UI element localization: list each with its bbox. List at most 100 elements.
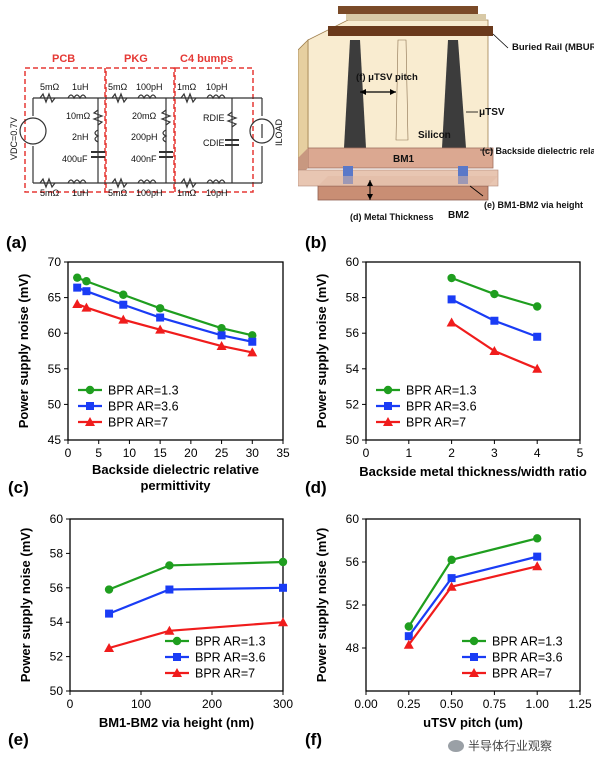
series-2	[72, 299, 258, 357]
c4-l-top: 10pH	[206, 82, 228, 92]
x-tick-label: 5	[95, 446, 102, 460]
data-point	[447, 555, 456, 565]
data-point	[73, 273, 82, 282]
x-axis-label: BM1-BM2 via height (nm)	[99, 715, 254, 730]
panel-a-label: (a)	[6, 233, 27, 252]
data-point	[104, 585, 114, 594]
y-tick-label: 56	[50, 581, 64, 595]
data-point	[490, 289, 499, 299]
pcb-section-label: PCB	[52, 53, 75, 65]
pkg-l-shunt: 200pH	[131, 132, 158, 142]
legend-marker	[384, 402, 392, 410]
data-point	[216, 341, 227, 351]
c4-r-top: 1mΩ	[177, 82, 197, 92]
legend-label: BPR AR=3.6	[108, 400, 179, 414]
c4-r-bot: 1mΩ	[177, 188, 197, 198]
data-point	[278, 617, 288, 627]
series-2	[446, 317, 543, 373]
pcb-l-bot: 1uH	[72, 188, 89, 198]
cdie-label: CDIE	[203, 138, 225, 148]
data-point	[533, 332, 542, 341]
y-tick-label: 50	[50, 684, 64, 698]
series-1	[73, 283, 257, 346]
legend-marker	[469, 636, 479, 646]
data-point	[533, 534, 542, 543]
x-tick-label: 0.75	[483, 697, 507, 711]
data-point	[533, 552, 542, 561]
panel-a-circuit-diagram: PCB PKG C4 bumps 5mΩ 1uH 10mΩ 2nH 400uF …	[9, 53, 284, 198]
data-point	[447, 574, 456, 583]
x-tick-label: 0	[67, 697, 74, 711]
pkg-c-shunt: 400nF	[131, 154, 157, 164]
pcb-r-top: 5mΩ	[40, 82, 60, 92]
chart-panel-0: 0 5 10 15 20 25 30 35 45 50 55 60 65 70 Power supply n…	[16, 255, 290, 493]
data-point	[247, 347, 258, 357]
y-tick-label: 58	[50, 546, 64, 560]
watermark-text: 半导体行业观察	[468, 739, 553, 753]
panel-label: (e)	[8, 730, 29, 749]
plot-frame	[365, 261, 581, 441]
pcb-r-shunt: 10mΩ	[66, 111, 91, 121]
y-tick-label: 54	[50, 615, 64, 629]
x-tick-label: 10	[123, 446, 137, 460]
x-tick-label: 3	[491, 446, 498, 460]
buried-rail	[328, 26, 493, 36]
pkg-l-bot: 100pH	[136, 188, 163, 198]
legend-label: BPR AR=7	[406, 416, 466, 430]
series-1	[105, 583, 287, 618]
x-tick-label: 20	[184, 446, 198, 460]
series-line	[108, 560, 284, 591]
y-tick-label: 60	[346, 512, 360, 526]
panel-label: (f)	[305, 730, 322, 749]
y-tick-label: 65	[48, 291, 62, 305]
legend-marker	[383, 417, 393, 426]
panel-b-structure-diagram: Buried Rail (MBUR) (f) μTSV pitch μTSV S…	[298, 6, 594, 222]
y-axis-label: Power supply noise (mV)	[314, 528, 329, 683]
plot-frame	[365, 518, 581, 692]
pkg-r-shunt: 20mΩ	[132, 111, 157, 121]
legend-marker	[172, 668, 182, 677]
legend-label: BPR AR=3.6	[492, 651, 563, 665]
y-tick-label: 60	[48, 326, 62, 340]
pkg-l-top: 100pH	[136, 82, 163, 92]
x-tick-label: 200	[202, 697, 222, 711]
legend-marker	[383, 385, 393, 395]
data-point	[104, 643, 115, 652]
pkg-section-box	[105, 67, 175, 193]
y-tick-label: 55	[48, 362, 62, 376]
x-tick-label: 4	[534, 446, 541, 460]
series-0	[404, 534, 542, 631]
y-tick-label: 45	[48, 433, 62, 447]
legend-label: BPR AR=7	[108, 416, 168, 430]
data-point	[217, 324, 226, 333]
legend-marker	[85, 417, 95, 426]
y-tick-label: 60	[50, 512, 64, 526]
data-point	[155, 304, 165, 313]
data-point	[446, 581, 457, 591]
data-point	[155, 324, 166, 334]
series-1	[404, 552, 542, 641]
data-point	[447, 295, 456, 304]
legend: BPR AR=1.3 BPR AR=3.6 BPR AR=7	[165, 635, 266, 681]
data-point	[446, 317, 457, 327]
watermark: 半导体行业观察	[448, 737, 552, 754]
y-tick-label: 48	[346, 641, 360, 655]
y-tick-label: 60	[346, 255, 360, 269]
data-point	[532, 363, 543, 373]
dielectric-label: (c) Backside dielectric relative permitt…	[482, 146, 594, 156]
x-tick-label: 0.50	[440, 697, 464, 711]
series-1	[447, 295, 542, 341]
utsv-pillar-left	[344, 40, 366, 148]
utsv-pillar-right	[442, 40, 466, 148]
x-tick-label: 0	[65, 446, 72, 460]
data-point	[81, 302, 92, 312]
legend-label: BPR AR=1.3	[195, 635, 266, 649]
series-line	[108, 586, 284, 615]
chart-panel-2: 0 100 200 300 50 52 54 56 58 60 Power supply noise…	[18, 512, 293, 730]
data-point	[279, 583, 287, 592]
data-point	[447, 273, 456, 283]
plot-frame	[67, 261, 284, 441]
series-2	[104, 617, 288, 652]
c4-section-label: C4 bumps	[180, 53, 233, 65]
data-point	[403, 639, 414, 649]
